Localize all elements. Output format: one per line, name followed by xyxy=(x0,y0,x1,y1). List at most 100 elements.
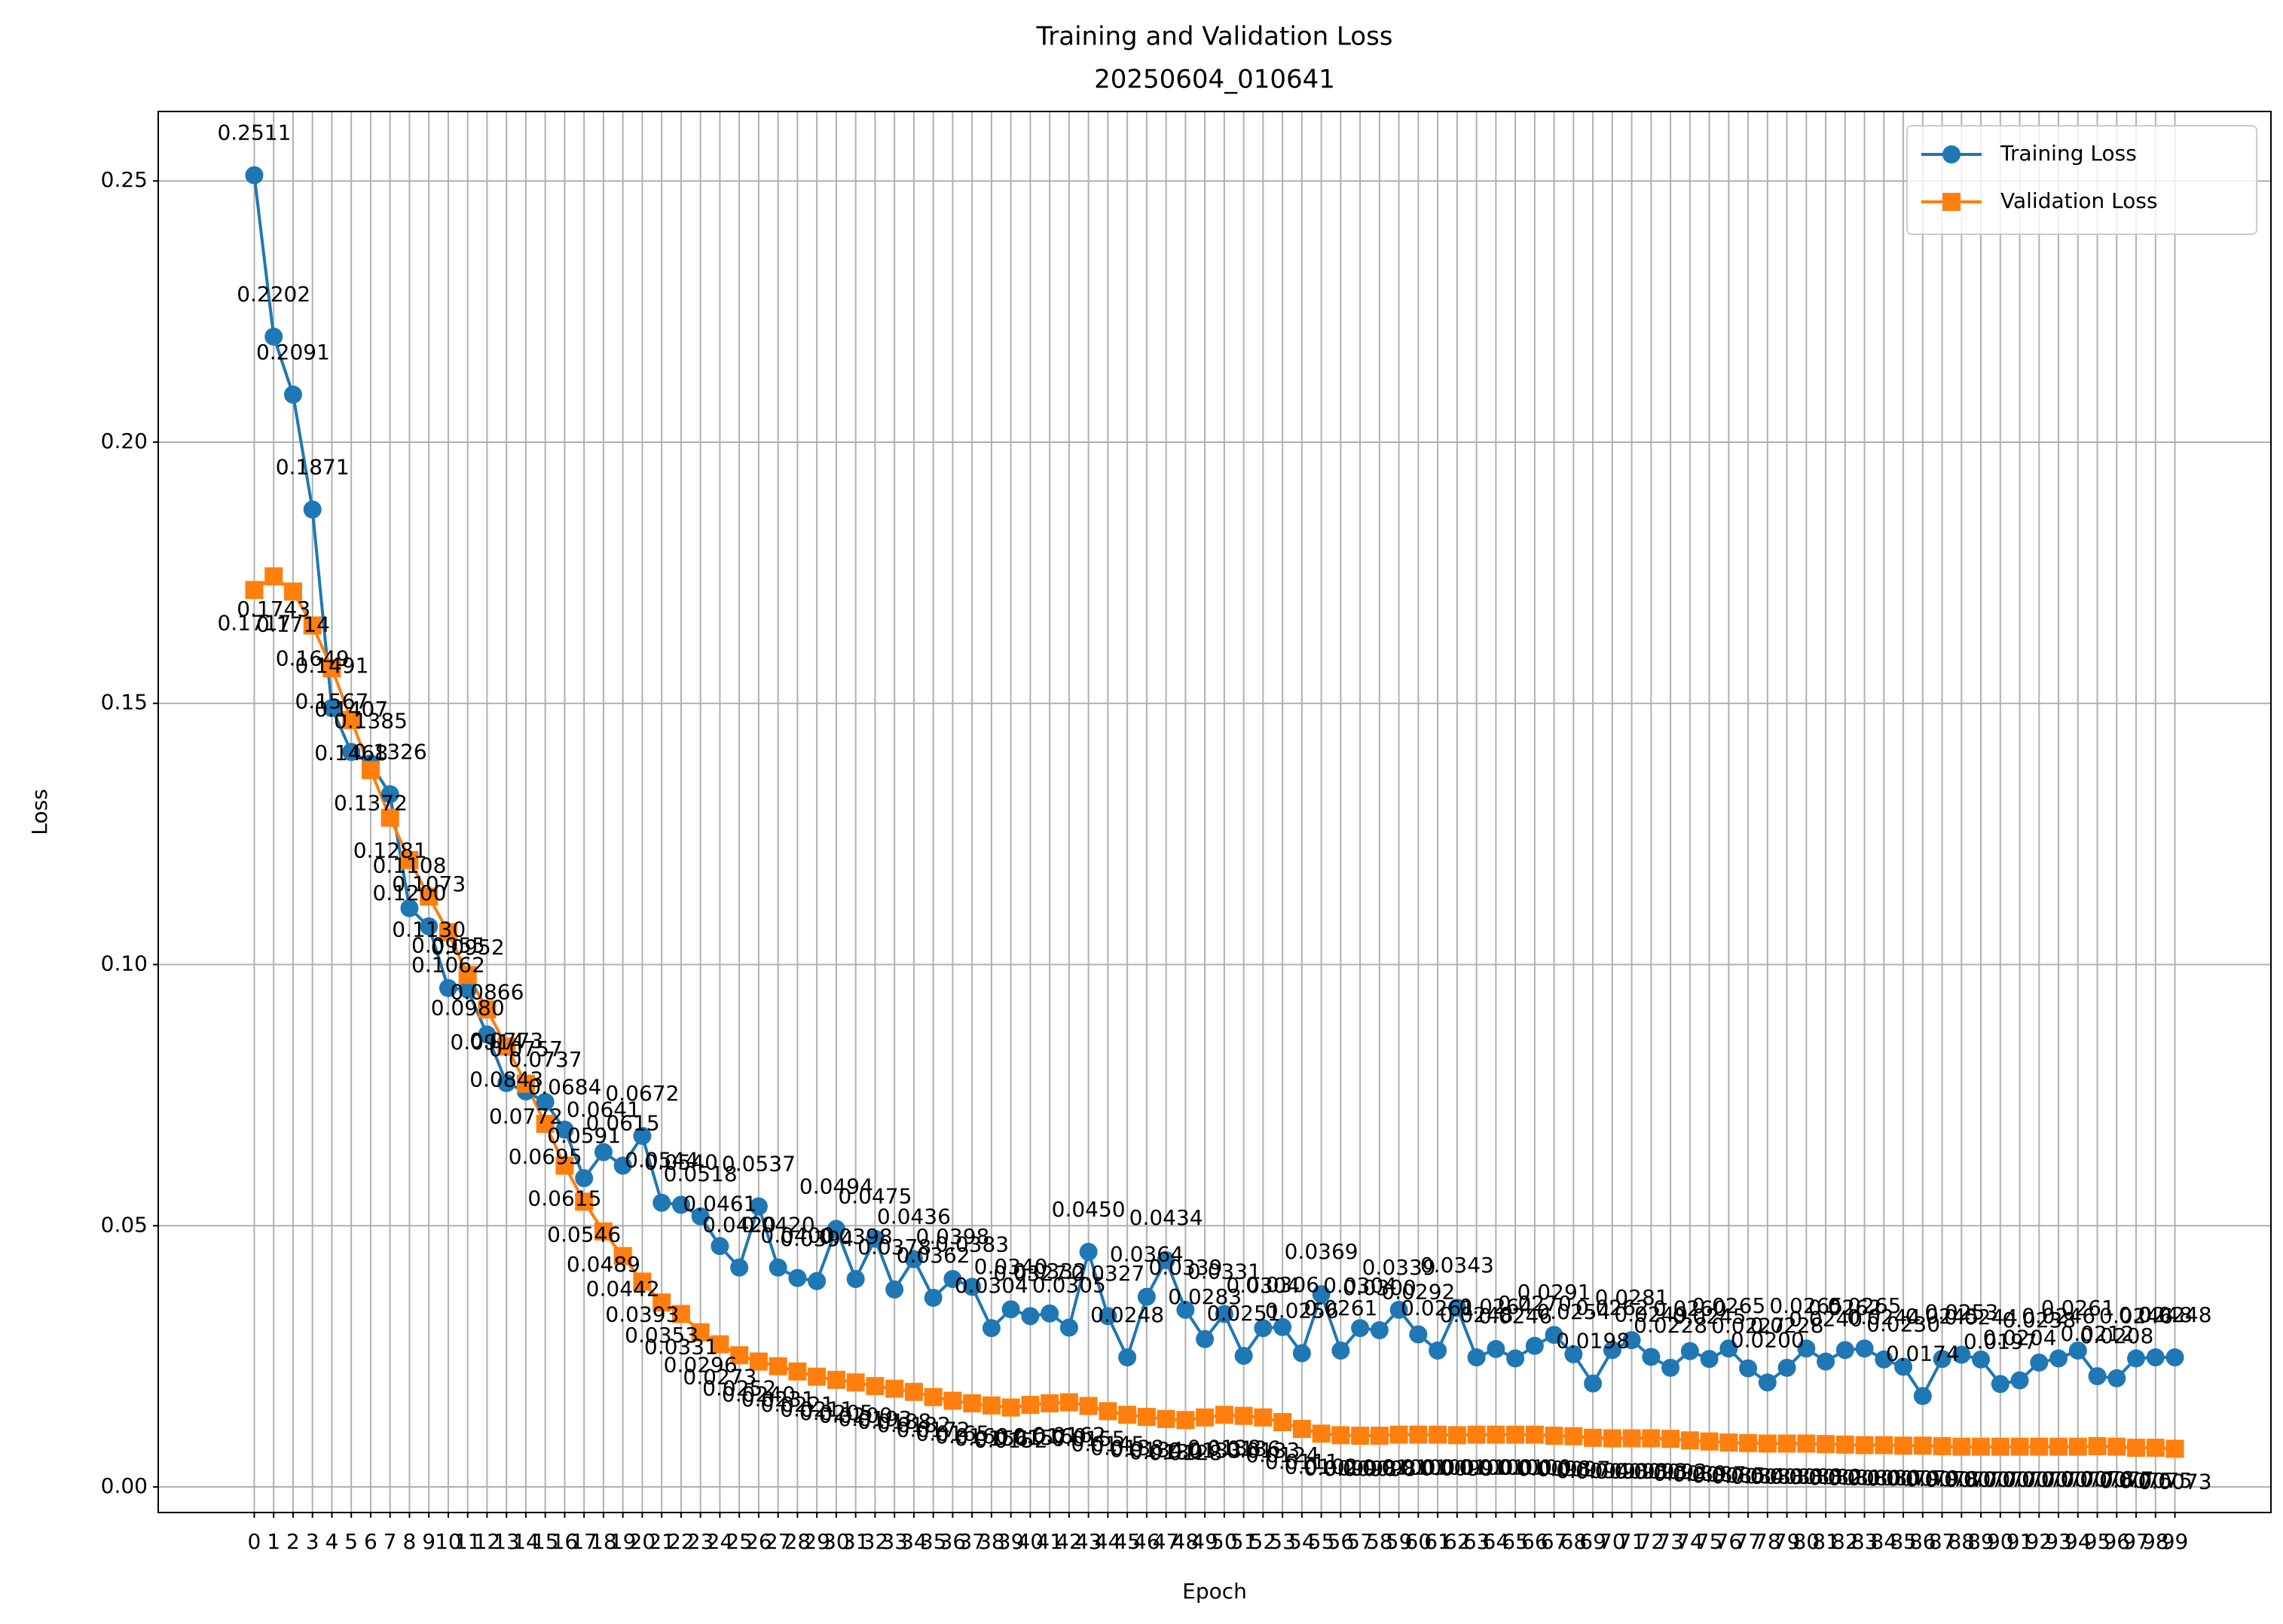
data-label: 0.0200 xyxy=(1731,1327,1805,1352)
data-point xyxy=(866,1377,885,1396)
data-point xyxy=(1041,1304,1059,1323)
data-point xyxy=(1680,1431,1699,1450)
data-label: 0.0253 xyxy=(1924,1300,1998,1325)
data-point xyxy=(904,1382,923,1401)
data-point xyxy=(1913,1436,1932,1455)
data-label: 0.0077 xyxy=(1924,1467,1998,1492)
data-label: 0.0087 xyxy=(1673,1462,1747,1487)
data-label: 0.0083 xyxy=(1731,1464,1805,1488)
data-label: 0.0265 xyxy=(1828,1293,1902,1318)
data-point xyxy=(1137,1408,1156,1427)
data-point xyxy=(691,1207,710,1226)
data-label: 0.0240 xyxy=(1789,1307,1863,1332)
x-tick-label: 87 xyxy=(1929,1529,1956,1554)
series-line xyxy=(253,575,2175,1451)
y-tick-label: 0.15 xyxy=(101,690,148,715)
data-point xyxy=(1700,1350,1719,1369)
data-label: 0.0156 xyxy=(955,1426,1028,1451)
legend-marker xyxy=(1942,145,1961,163)
data-label: 0.0160 xyxy=(1013,1424,1086,1448)
data-label: 0.0327 xyxy=(1071,1261,1145,1286)
data-label: 0.0383 xyxy=(935,1232,1009,1256)
data-label: 0.0079 xyxy=(1886,1466,1960,1491)
data-point xyxy=(1273,1413,1292,1432)
x-tick-label: 61 xyxy=(1424,1529,1451,1554)
data-point xyxy=(458,980,477,999)
data-label: 0.0100 xyxy=(1498,1455,1572,1480)
data-point xyxy=(1817,1352,1835,1371)
data-point xyxy=(2165,1439,2184,1458)
data-point xyxy=(788,1268,807,1287)
x-tick-label: 59 xyxy=(1386,1529,1413,1554)
x-tick-label: 17 xyxy=(570,1529,597,1554)
x-tick-label: 67 xyxy=(1541,1529,1568,1554)
x-tick-label: 47 xyxy=(1153,1529,1180,1554)
data-point xyxy=(380,785,399,804)
x-tick-label: 82 xyxy=(1832,1529,1859,1554)
x-tick-label: 0 xyxy=(248,1529,261,1554)
x-tick-label: 63 xyxy=(1463,1529,1490,1554)
data-point xyxy=(1758,1373,1777,1392)
data-label: 0.0080 xyxy=(1828,1466,1902,1491)
data-point xyxy=(322,698,341,717)
x-tick-label: 90 xyxy=(1987,1529,2014,1554)
data-label: 0.0292 xyxy=(1381,1280,1455,1305)
data-label: 0.0260 xyxy=(1653,1296,1727,1321)
x-tick-label: 54 xyxy=(1288,1529,1316,1554)
data-label: 0.0136 xyxy=(1207,1436,1281,1461)
data-label: 0.0591 xyxy=(547,1123,621,1148)
data-label: 0.0332 xyxy=(1013,1259,1086,1284)
data-point xyxy=(1429,1342,1447,1360)
data-point xyxy=(1429,1425,1447,1444)
data-label: 0.0246 xyxy=(2099,1303,2173,1328)
data-point xyxy=(1079,1242,1098,1261)
x-tick-label: 70 xyxy=(1599,1529,1626,1554)
data-label: 0.0773 xyxy=(469,1028,543,1053)
data-point xyxy=(1389,1300,1408,1319)
x-tick-label: 14 xyxy=(512,1529,539,1554)
data-label: 0.0077 xyxy=(1983,1467,2057,1492)
data-label: 0.0281 xyxy=(1595,1285,1669,1310)
data-point xyxy=(342,743,361,762)
data-label: 0.0073 xyxy=(2138,1469,2212,1494)
data-point xyxy=(536,1092,555,1111)
data-label: 0.1714 xyxy=(256,612,330,636)
data-label: 0.0230 xyxy=(1866,1312,1940,1337)
x-tick-label: 46 xyxy=(1133,1529,1160,1554)
data-point xyxy=(1370,1320,1389,1339)
data-point xyxy=(2127,1349,2146,1368)
data-point xyxy=(1991,1437,2009,1456)
x-tick-label: 65 xyxy=(1502,1529,1529,1554)
x-tick-label: 49 xyxy=(1191,1529,1218,1554)
data-point xyxy=(1952,1345,1971,1364)
x-tick-label: 80 xyxy=(1793,1529,1820,1554)
data-label: 0.0083 xyxy=(1750,1464,1824,1488)
data-point xyxy=(1215,1406,1233,1424)
data-label: 0.1567 xyxy=(295,688,368,713)
data-label: 0.0672 xyxy=(605,1081,679,1106)
data-point xyxy=(885,1379,904,1398)
data-label: 0.0866 xyxy=(450,979,524,1004)
data-label: 0.0251 xyxy=(1207,1301,1281,1326)
data-label: 0.0155 xyxy=(1052,1427,1126,1452)
data-point xyxy=(380,808,399,827)
x-tick-label: 76 xyxy=(1716,1529,1743,1554)
data-point xyxy=(1894,1357,1913,1376)
data-label: 0.0078 xyxy=(2061,1467,2135,1491)
x-tick-label: 41 xyxy=(1036,1529,1063,1554)
data-point xyxy=(1254,1408,1273,1427)
data-label: 0.0546 xyxy=(547,1222,621,1247)
x-tick-label: 20 xyxy=(629,1529,656,1554)
data-label: 0.0077 xyxy=(2002,1467,2076,1492)
data-point xyxy=(497,1037,516,1056)
x-tick-label: 23 xyxy=(687,1529,714,1554)
x-tick-label: 36 xyxy=(940,1529,967,1554)
data-point xyxy=(1545,1326,1563,1345)
data-point xyxy=(730,1346,749,1365)
chart-subtitle: 20250604_010641 xyxy=(1094,65,1335,95)
data-point xyxy=(1467,1425,1486,1444)
data-label: 0.0420 xyxy=(741,1213,815,1238)
data-label: 0.0306 xyxy=(1245,1272,1319,1297)
data-label: 0.0264 xyxy=(1459,1294,1533,1319)
